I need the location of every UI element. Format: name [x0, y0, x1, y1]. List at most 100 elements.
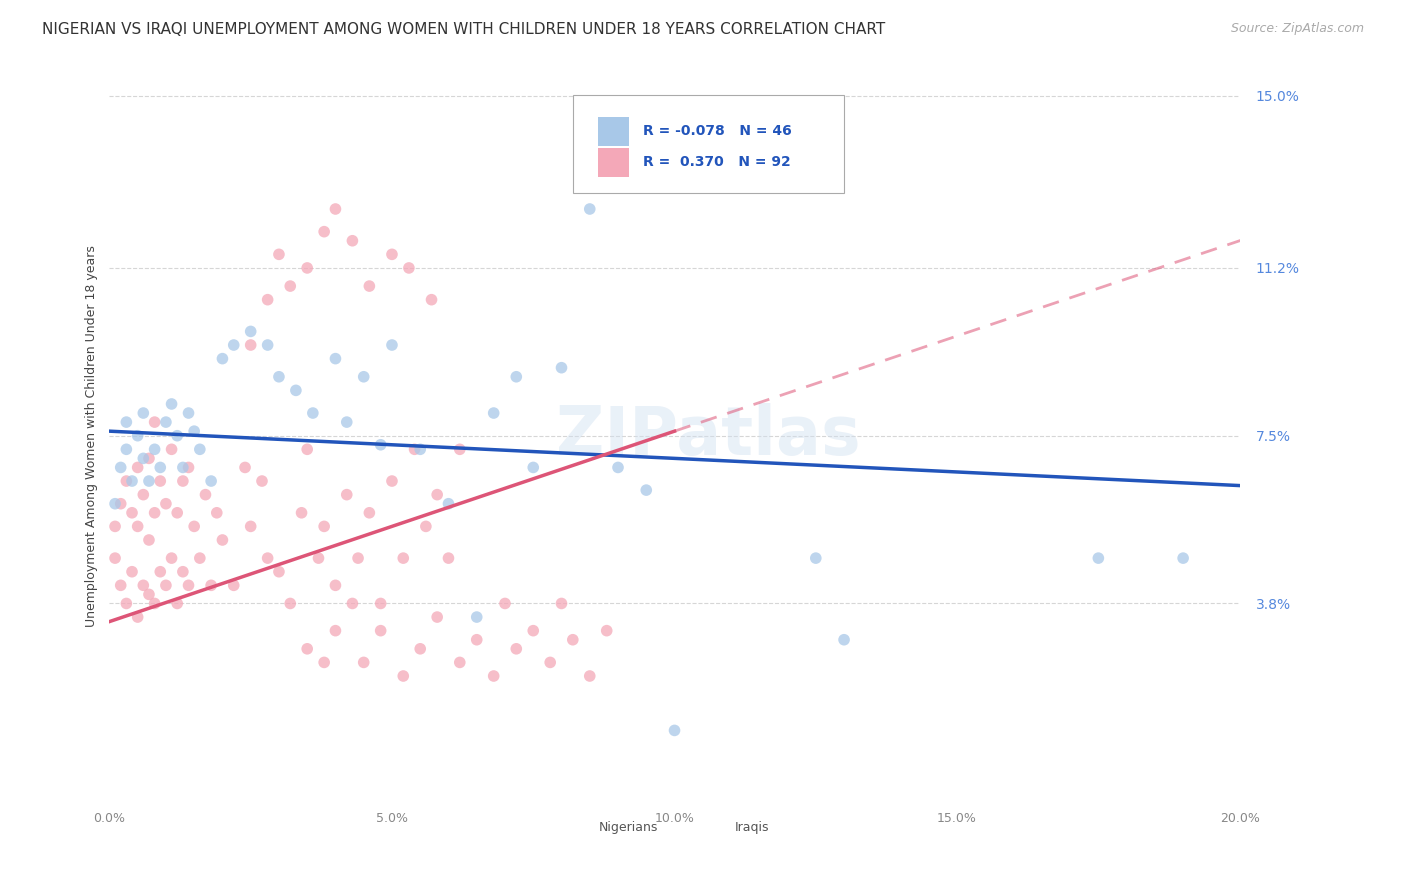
- Point: [550, 360, 572, 375]
- Text: Nigerians: Nigerians: [599, 821, 658, 834]
- Point: [200, 578, 222, 592]
- Point: [127, 519, 149, 533]
- Point: [381, 474, 404, 488]
- Point: [409, 442, 432, 457]
- Point: [115, 597, 138, 611]
- Point: [166, 597, 188, 611]
- Point: [211, 351, 233, 366]
- Point: [314, 656, 336, 670]
- Point: [138, 533, 160, 547]
- Text: Iraqis: Iraqis: [734, 821, 769, 834]
- Point: [465, 632, 488, 647]
- Point: [449, 656, 471, 670]
- Point: [1171, 551, 1194, 566]
- Point: [449, 442, 471, 457]
- Point: [104, 519, 127, 533]
- Point: [426, 610, 449, 624]
- Point: [538, 656, 561, 670]
- Point: [295, 442, 318, 457]
- Point: [302, 406, 325, 420]
- Point: [267, 247, 290, 261]
- Point: [132, 578, 155, 592]
- Point: [359, 279, 381, 293]
- Point: [110, 578, 132, 592]
- Point: [239, 519, 262, 533]
- Point: [336, 488, 359, 502]
- Point: [155, 415, 177, 429]
- FancyBboxPatch shape: [561, 816, 589, 838]
- Point: [295, 260, 318, 275]
- Point: [132, 488, 155, 502]
- Point: [143, 415, 166, 429]
- Text: ZIPatlas: ZIPatlas: [557, 402, 860, 468]
- Point: [437, 551, 460, 566]
- Point: [325, 624, 347, 638]
- Point: [325, 578, 347, 592]
- Point: [149, 474, 172, 488]
- Point: [426, 488, 449, 502]
- Point: [522, 460, 544, 475]
- Point: [353, 369, 375, 384]
- FancyBboxPatch shape: [572, 95, 844, 193]
- Point: [578, 202, 600, 216]
- Point: [267, 369, 290, 384]
- Point: [404, 442, 426, 457]
- Point: [188, 551, 211, 566]
- Point: [370, 438, 392, 452]
- Point: [183, 424, 205, 438]
- Point: [104, 551, 127, 566]
- Point: [127, 428, 149, 442]
- Point: [278, 597, 301, 611]
- Point: [832, 632, 855, 647]
- Point: [121, 506, 143, 520]
- Point: [256, 293, 278, 307]
- Point: [505, 369, 527, 384]
- Point: [370, 624, 392, 638]
- Point: [370, 597, 392, 611]
- Y-axis label: Unemployment Among Women with Children Under 18 years: Unemployment Among Women with Children U…: [86, 244, 98, 627]
- Point: [104, 497, 127, 511]
- Point: [127, 610, 149, 624]
- Point: [127, 460, 149, 475]
- Point: [160, 397, 183, 411]
- Point: [233, 460, 256, 475]
- Point: [482, 406, 505, 420]
- Point: [160, 551, 183, 566]
- Point: [1087, 551, 1109, 566]
- Point: [166, 506, 188, 520]
- FancyBboxPatch shape: [598, 148, 630, 177]
- Point: [465, 610, 488, 624]
- Point: [308, 551, 330, 566]
- Point: [392, 551, 415, 566]
- Point: [132, 451, 155, 466]
- Point: [177, 578, 200, 592]
- Point: [149, 565, 172, 579]
- Point: [138, 474, 160, 488]
- Point: [256, 338, 278, 352]
- Point: [172, 565, 194, 579]
- Point: [222, 338, 245, 352]
- Text: Source: ZipAtlas.com: Source: ZipAtlas.com: [1230, 22, 1364, 36]
- Point: [138, 587, 160, 601]
- Point: [172, 474, 194, 488]
- Point: [194, 488, 217, 502]
- Point: [115, 442, 138, 457]
- Point: [607, 460, 630, 475]
- Point: [392, 669, 415, 683]
- Point: [121, 565, 143, 579]
- Point: [110, 497, 132, 511]
- Point: [110, 460, 132, 475]
- Point: [149, 460, 172, 475]
- Text: R =  0.370   N = 92: R = 0.370 N = 92: [643, 155, 790, 169]
- Point: [314, 225, 336, 239]
- Point: [121, 474, 143, 488]
- Point: [143, 442, 166, 457]
- Point: [188, 442, 211, 457]
- Point: [250, 474, 273, 488]
- Point: [804, 551, 827, 566]
- Point: [284, 384, 307, 398]
- Point: [278, 279, 301, 293]
- Point: [336, 415, 359, 429]
- Point: [578, 669, 600, 683]
- Text: NIGERIAN VS IRAQI UNEMPLOYMENT AMONG WOMEN WITH CHILDREN UNDER 18 YEARS CORRELAT: NIGERIAN VS IRAQI UNEMPLOYMENT AMONG WOM…: [42, 22, 886, 37]
